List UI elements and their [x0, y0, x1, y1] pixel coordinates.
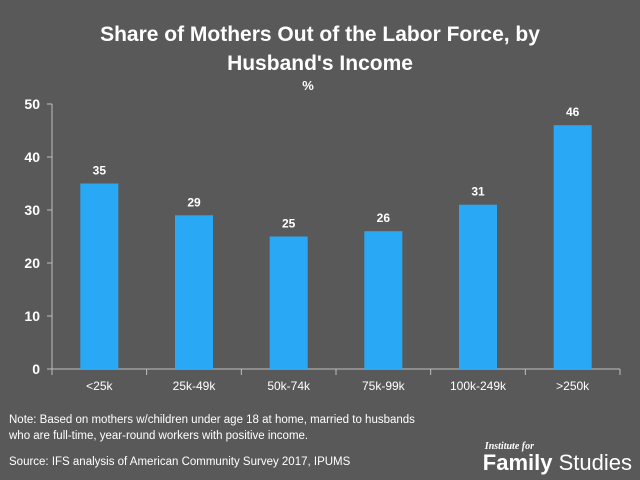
bar-1	[80, 183, 119, 369]
bar-6	[553, 125, 592, 369]
y-unit-label: %	[302, 78, 314, 93]
logo-name: Family Studies	[483, 452, 632, 474]
chart-title-line-2: Husband's Income	[227, 52, 413, 75]
bar-5	[459, 204, 497, 369]
x-tick-label-6: >250k	[556, 379, 590, 393]
x-tick-label-5: 100k-249k	[450, 379, 507, 393]
note-line-2: who are full-time, year-round workers wi…	[9, 430, 309, 442]
x-tick-label-1: <25k	[86, 379, 113, 393]
data-label-2: 29	[187, 195, 201, 209]
bar-4	[364, 231, 403, 369]
x-tick-label-3: 50k-74k	[267, 379, 311, 393]
data-label-4: 26	[377, 211, 391, 225]
y-tick-label: 40	[24, 149, 40, 165]
bar-2	[175, 215, 213, 369]
y-tick-label: 20	[24, 255, 40, 271]
y-tick-label: 0	[32, 361, 40, 377]
y-tick-label: 50	[24, 96, 40, 112]
bar-3	[269, 236, 308, 369]
logo-small-text: Institute for	[484, 441, 534, 452]
data-label-1: 35	[93, 164, 107, 178]
logo-regular-text: Studies	[552, 450, 632, 475]
chart-title-line-1: Share of Mothers Out of the Labor Force,…	[100, 23, 540, 46]
y-tick-label: 30	[24, 202, 40, 218]
ifs-logo: Institute for Family Studies	[483, 441, 632, 474]
data-label-6: 46	[566, 105, 580, 119]
y-tick-label: 10	[24, 308, 40, 324]
data-label-5: 31	[471, 185, 485, 199]
logo-bold-text: Family	[482, 450, 553, 475]
note-line-1: Note: Based on mothers w/children under …	[9, 414, 415, 426]
x-tick-label-4: 75k-99k	[362, 379, 406, 393]
chart-note: Note: Based on mothers w/children under …	[9, 412, 469, 444]
chart-source: Source: IFS analysis of American Communi…	[9, 456, 351, 468]
chart-title: Share of Mothers Out of the Labor Force,…	[0, 20, 640, 78]
x-tick-label-2: 25k-49k	[173, 379, 217, 393]
data-label-3: 25	[282, 217, 296, 231]
